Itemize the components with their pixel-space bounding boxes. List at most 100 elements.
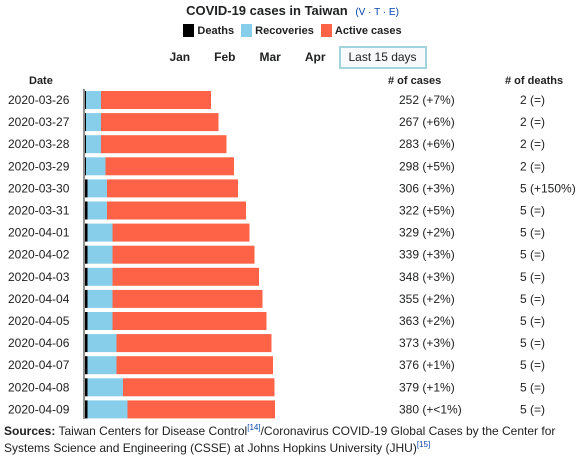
cases-label: 373 (+3%) <box>399 336 455 350</box>
chart-legend: Deaths Recoveries Active cases <box>0 24 585 40</box>
period-tabs: Jan Feb Mar Apr Last 15 days <box>0 46 585 69</box>
cases-label: 329 (+2%) <box>399 226 455 240</box>
column-headers: Date # of cases # of deaths <box>0 75 585 91</box>
tab-apr[interactable]: Apr <box>304 50 326 64</box>
legend-item-recoveries: Recoveries <box>241 24 314 37</box>
date-label: 2020-03-29 <box>8 159 70 173</box>
bar-segment-recoveries <box>87 400 128 419</box>
bar-segment-deaths <box>85 245 88 264</box>
legend-label: Deaths <box>197 24 235 37</box>
chart-title: COVID-19 cases in Taiwan <box>186 3 348 18</box>
deaths-label: 5 (=) <box>520 226 545 240</box>
legend-item-active: Active cases <box>320 24 402 37</box>
bar-segment-deaths <box>85 179 88 198</box>
deaths-label: 2 (=) <box>520 137 545 151</box>
legend-swatch-recoveries <box>241 24 253 37</box>
cases-label: 355 (+2%) <box>399 292 455 306</box>
bar-segment-recoveries <box>87 223 113 242</box>
date-label: 2020-04-08 <box>8 380 70 394</box>
date-label: 2020-04-07 <box>8 358 70 372</box>
date-column-header: Date <box>29 75 53 87</box>
legend-label: Recoveries <box>255 24 314 37</box>
deaths-column-header: # of deaths <box>505 75 564 87</box>
date-label: 2020-04-02 <box>8 248 70 262</box>
legend-swatch-active <box>320 24 332 37</box>
reference-link-15[interactable]: [15] <box>416 440 431 449</box>
bar-segment-recoveries <box>86 157 106 176</box>
deaths-label: 2 (=) <box>520 115 545 129</box>
bar-segment-recoveries <box>87 201 107 220</box>
bar-segment-recoveries <box>86 135 101 154</box>
bar-segment-recoveries <box>87 312 113 330</box>
bar-segment-recoveries <box>87 378 123 397</box>
bar-segment-deaths <box>85 201 88 220</box>
deaths-label: 5 (=) <box>520 336 545 350</box>
bar-segment-active-cases <box>107 201 246 220</box>
bar-segment-recoveries <box>86 91 101 109</box>
cases-label: 306 (+3%) <box>399 181 455 195</box>
bar-segment-active-cases <box>112 223 250 242</box>
bar-segment-active-cases <box>116 334 272 353</box>
bar-segment-active-cases <box>101 113 219 132</box>
bar-segment-deaths <box>85 267 88 286</box>
bar-segment-recoveries <box>87 356 117 375</box>
date-label: 2020-04-03 <box>8 270 70 284</box>
sources-text-1: Taiwan Centers for Disease Control <box>55 424 248 438</box>
bar-segment-recoveries <box>87 245 113 264</box>
deaths-label: 5 (=) <box>520 292 545 306</box>
cases-label: 298 (+5%) <box>399 159 455 173</box>
vte-links: (V · T · E) <box>355 7 399 18</box>
bar-segment-active-cases <box>107 179 238 198</box>
bar-segment-active-cases <box>101 135 227 154</box>
tab-mar[interactable]: Mar <box>259 50 281 64</box>
cases-label: 380 (+<1%) <box>399 402 462 416</box>
bar-segment-deaths <box>85 113 86 132</box>
sources-text-2: /Coronavirus COVID-19 Global Cases by th… <box>4 424 556 455</box>
tab-feb[interactable]: Feb <box>214 50 236 64</box>
cases-label: 363 (+2%) <box>399 314 455 328</box>
bar-segment-deaths <box>85 157 86 176</box>
date-label: 2020-04-01 <box>8 226 70 240</box>
cases-label: 267 (+6%) <box>399 115 455 129</box>
bar-segment-deaths <box>85 400 88 419</box>
bar-segment-active-cases <box>112 312 267 330</box>
edit-template-link[interactable]: E <box>388 7 396 18</box>
sources-label: Sources: <box>4 424 56 438</box>
tab-jan[interactable]: Jan <box>169 50 191 64</box>
bar-segment-active-cases <box>112 245 255 264</box>
sources-note: Sources: Taiwan Centers for Disease Cont… <box>4 423 579 457</box>
deaths-label: 2 (=) <box>520 93 545 107</box>
view-template-link[interactable]: V <box>358 7 366 18</box>
bar-segment-deaths <box>85 378 88 397</box>
date-label: 2020-03-31 <box>8 204 70 218</box>
date-label: 2020-03-26 <box>8 93 70 107</box>
bar-segment-active-cases <box>116 356 273 375</box>
bar-segment-deaths <box>85 289 88 308</box>
date-label: 2020-04-05 <box>8 314 70 328</box>
deaths-label: 5 (=) <box>520 314 545 328</box>
bar-segment-active-cases <box>101 91 211 109</box>
cases-column-header: # of cases <box>388 75 442 87</box>
deaths-label: 5 (+150%) <box>520 181 576 195</box>
bar-segment-active-cases <box>105 157 234 176</box>
deaths-label: 5 (=) <box>520 248 545 262</box>
legend-label: Active cases <box>334 24 402 37</box>
date-label: 2020-03-28 <box>8 137 70 151</box>
vte-separator: · <box>368 7 372 18</box>
bar-segment-deaths <box>85 135 86 154</box>
date-label: 2020-03-30 <box>8 181 70 195</box>
bar-segment-deaths <box>85 356 88 375</box>
talk-template-link[interactable]: T <box>374 7 380 18</box>
tab-last-15-days[interactable]: Last 15 days <box>338 46 427 69</box>
bar-segment-active-cases <box>123 378 275 397</box>
cases-label: 339 (+3%) <box>399 248 455 262</box>
deaths-label: 5 (=) <box>520 380 545 394</box>
bar-segment-active-cases <box>112 267 259 286</box>
chart-title-row: COVID-19 cases in Taiwan (V · T · E) <box>0 3 585 18</box>
bar-segment-recoveries <box>86 113 101 132</box>
legend-swatch-deaths <box>183 24 195 37</box>
bar-segment-recoveries <box>87 334 117 353</box>
cases-label: 376 (+1%) <box>399 358 455 372</box>
legend-item-deaths: Deaths <box>183 24 234 37</box>
reference-link-14[interactable]: [14] <box>247 423 261 432</box>
